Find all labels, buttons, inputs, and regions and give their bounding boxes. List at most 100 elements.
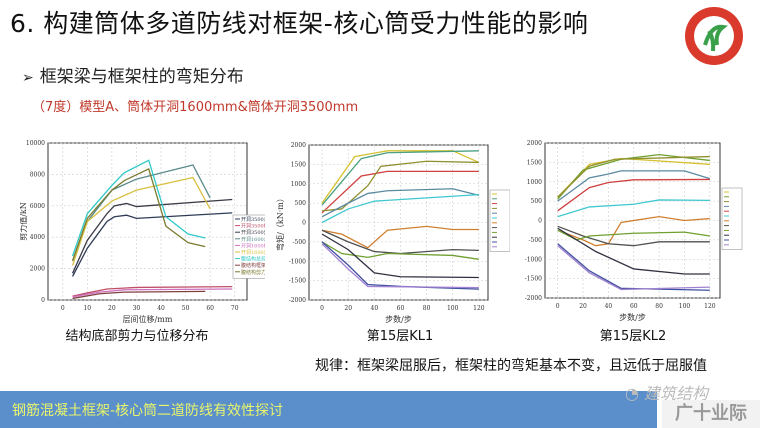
arrow-bullet-icon: ➢: [22, 70, 34, 86]
series-line: [71, 212, 233, 277]
y-tick-label: -1000: [289, 258, 306, 265]
y-axis-label: 弯矩/（kN·m）: [275, 194, 285, 251]
chart-kl1: 0 20 40 60 80 100 120 -2000 -1500 -1000 -500 0 500 10…: [275, 142, 510, 324]
y-tick-label: -500: [529, 237, 543, 244]
watermark-logo: 广十业际: [662, 400, 760, 428]
y-tick-label: 1500: [291, 161, 306, 168]
series-line: [321, 243, 479, 289]
series-line: [321, 170, 479, 214]
legend-label: 开洞1600总剪力: [241, 236, 265, 243]
x-tick-label: 60: [206, 305, 214, 312]
x-tick-label: 120: [473, 305, 485, 312]
footer-band: [0, 391, 657, 428]
x-tick-label: 80: [655, 303, 663, 310]
series-line: [71, 198, 233, 274]
x-tick-label: 40: [371, 305, 379, 312]
series-line: [557, 245, 710, 291]
y-axis-label: 弯矩/（kN·m）: [520, 192, 521, 249]
series-line: [321, 193, 479, 224]
university-logo: [685, 7, 743, 65]
legend-label: 开洞3500总剪力: [241, 216, 265, 223]
model-note: （7度）模型A、筒体开洞1600mm&筒体开洞3500mm: [32, 100, 359, 115]
chart-kl2: 0 20 40 60 80 100 120 -2000 -1500 -1000 -500 0 500 10…: [520, 140, 743, 322]
legend-label: 开洞1600框架柱: [241, 242, 265, 249]
y-tick-label: 0: [302, 220, 306, 227]
x-tick-label: 0: [556, 303, 560, 310]
series-line: [321, 225, 479, 249]
slide-title: 6. 构建筒体多道防线对框架-核心筒受力性能的影响: [10, 9, 589, 38]
legend-box: [721, 187, 743, 250]
x-tick-label: 60: [397, 305, 405, 312]
x-tick-label: 70: [231, 305, 239, 312]
series-line: [321, 150, 480, 204]
y-tick-label: 500: [295, 200, 307, 207]
legend-label: 开洞3500框架柱: [241, 223, 265, 230]
x-tick-label: 60: [630, 303, 638, 310]
x-tick-label: 10: [83, 305, 91, 312]
legend-label: 腹结构总剪力: [241, 256, 265, 263]
y-tick-label: 500: [531, 198, 543, 205]
y-tick-label: 10000: [26, 140, 45, 147]
subtitle-text: 框架梁与框架柱的弯矩分布: [39, 67, 244, 87]
y-tick-label: -500: [293, 239, 307, 246]
y-tick-label: 1000: [527, 179, 542, 186]
legend-label: 开洞1600剪力墙: [241, 249, 265, 256]
y-tick-label: 1000: [291, 181, 306, 188]
legend-label: 腹结构剪力墙: [241, 269, 265, 276]
caption-kl1: 第15层KL1: [366, 329, 434, 344]
y-axis-label: 剪力值/kN: [20, 202, 28, 241]
y-tick-label: -2000: [289, 297, 306, 304]
x-tick-label: 40: [605, 303, 613, 310]
x-tick-label: 100: [679, 303, 691, 310]
y-tick-label: 4000: [30, 234, 45, 241]
footer-text: 钢筋混凝土框架-核心筒二道防线有效性探讨: [12, 403, 284, 419]
y-tick-label: 2000: [291, 142, 306, 149]
x-axis-label: 步数/步: [385, 314, 412, 324]
x-tick-label: 20: [108, 305, 116, 312]
series-line: [321, 150, 479, 206]
x-axis-label: 步数/步: [619, 312, 646, 322]
y-tick-label: 2000: [527, 140, 542, 147]
x-tick-label: 20: [344, 305, 352, 312]
series-line: [71, 167, 206, 261]
series-line: [321, 188, 480, 218]
y-tick-label: 6000: [30, 203, 45, 210]
series-line: [322, 160, 479, 212]
series-line: [557, 170, 711, 202]
y-tick-label: 1500: [527, 159, 542, 166]
x-axis-label: 层间位移/mm: [123, 314, 173, 324]
y-tick-label: -1000: [525, 256, 542, 263]
x-tick-label: 0: [320, 305, 324, 312]
series-line: [72, 290, 206, 300]
y-tick-label: 8000: [30, 171, 45, 178]
x-tick-label: 20: [579, 303, 587, 310]
chart-base-shear: 0 10 20 30 40 50 60 70 0 2000 4000 6000 8000 10000 层间位…: [20, 140, 265, 324]
y-tick-label: -2000: [525, 295, 542, 302]
x-tick-label: 100: [447, 305, 459, 312]
caption-base-shear: 结构底部剪力与位移分布: [65, 329, 209, 344]
y-tick-label: 2000: [30, 266, 45, 273]
watermark: ◔ 建筑结构: [625, 380, 708, 404]
series-line: [557, 225, 710, 247]
plot-frame: [47, 142, 248, 301]
series-line: [72, 288, 233, 298]
legend-box: [489, 189, 510, 252]
series-line: [557, 227, 710, 275]
series-line: [72, 286, 233, 297]
section-subtitle: ➢ 框架梁与框架柱的弯矩分布: [22, 62, 244, 87]
series-line: [321, 233, 479, 279]
y-tick-label: -1500: [525, 276, 542, 283]
watermark-text: 建筑结构: [644, 384, 709, 403]
series-line: [557, 243, 710, 291]
series-line: [321, 241, 479, 260]
series-line: [71, 176, 211, 266]
series-line: [557, 178, 710, 212]
x-tick-label: 120: [704, 303, 716, 310]
y-tick-label: -1500: [289, 278, 306, 285]
conclusion-text: 规律：框架梁屈服后，框架柱的弯矩基本不变，且远低于屈服值: [315, 358, 707, 374]
wechat-icon: ◔: [625, 384, 645, 403]
x-tick-label: 30: [133, 305, 141, 312]
x-tick-label: 0: [61, 305, 65, 312]
series-line: [557, 199, 710, 218]
x-tick-label: 40: [157, 305, 165, 312]
